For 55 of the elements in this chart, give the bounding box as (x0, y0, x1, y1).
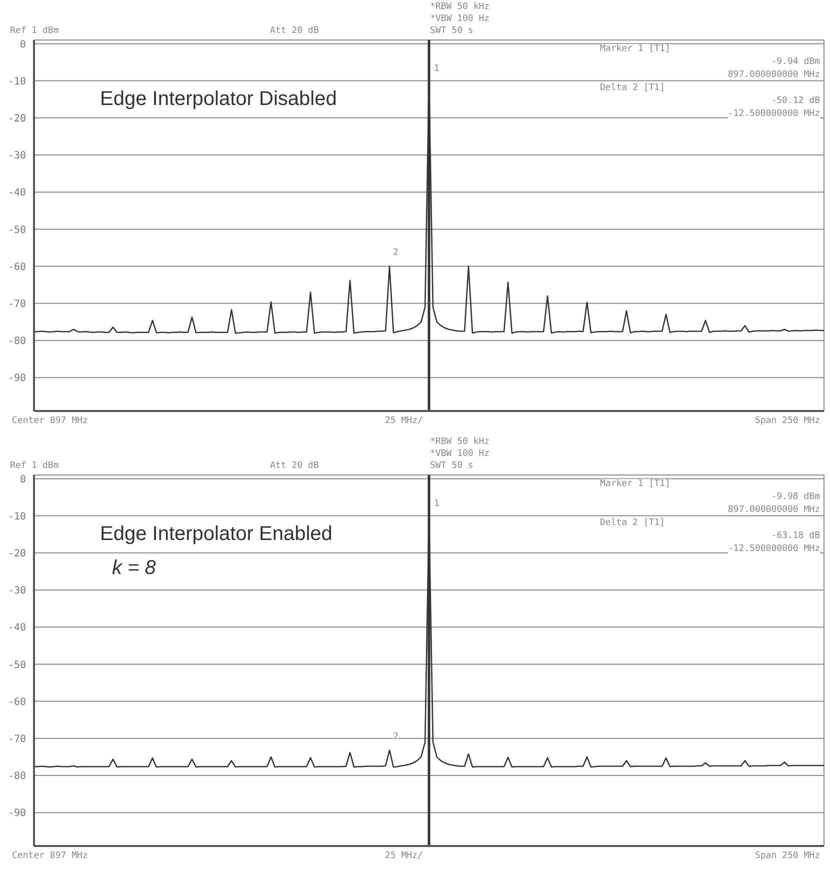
text: Center 897 MHz (12, 851, 88, 861)
y-tick-label: -70 (8, 734, 26, 745)
y-tick-label: 0 (20, 39, 26, 50)
text: Ref 1 dBm (10, 461, 59, 471)
annotation: -12.500000000 MHz (728, 544, 820, 554)
y-tick-label: -90 (8, 808, 26, 820)
annotation: 1 (434, 499, 440, 509)
y-tick-label: -10 (8, 511, 26, 522)
text: *RBW 50 kHz (430, 437, 490, 447)
annotation: Delta 2 [T1] (600, 518, 666, 528)
annotation: -9.98 dBm (771, 492, 820, 502)
y-tick-label: -40 (8, 622, 26, 634)
annotation: -50.12 dB (771, 96, 820, 106)
text: *VBW 100 Hz (430, 14, 490, 24)
y-tick-label: -70 (8, 298, 26, 310)
text: Att 20 dB (270, 26, 319, 36)
annotation: Marker 1 [T1] (600, 479, 670, 489)
text: 25 MHz/ (385, 851, 423, 861)
annotation: Marker 1 [T1] (600, 44, 670, 54)
annotation: -12.500000000 MHz (728, 109, 820, 119)
y-tick-label: -60 (8, 262, 26, 273)
text: Edge Interpolator Disabled (100, 88, 337, 111)
y-tick-label: -20 (8, 113, 26, 124)
y-tick-label: 0 (20, 474, 26, 486)
text: SWT 50 s (430, 461, 474, 471)
y-tick-label: -30 (8, 586, 26, 597)
annotation: 897.000000000 MHz (728, 70, 820, 80)
y-tick-label: -10 (8, 76, 26, 88)
y-tick-label: -30 (8, 150, 26, 162)
annotation: 2 (393, 732, 398, 742)
text: Ref 1 dBm (10, 26, 59, 36)
y-tick-label: -40 (8, 188, 26, 199)
annotation: 897.000000000 MHz (728, 505, 820, 515)
y-tick-label: -80 (8, 771, 26, 782)
text: *VBW 100 Hz (430, 449, 490, 459)
annotation: Delta 2 [T1] (600, 83, 666, 93)
text: k = 8 (112, 557, 156, 580)
annotation: -9.94 dBm (771, 57, 820, 67)
text: Att 20 dB (270, 461, 319, 471)
annotation: -63.18 dB (771, 531, 820, 541)
y-tick-label: -90 (8, 373, 26, 384)
text: *RBW 50 kHz (430, 2, 490, 12)
text: Edge Interpolator Enabled (100, 523, 332, 546)
text: Span 250 MHz (754, 416, 820, 426)
annotation: 1 (434, 64, 440, 74)
text: Span 250 MHz (754, 851, 820, 861)
y-tick-label: -60 (8, 696, 26, 708)
y-tick-label: -50 (8, 224, 26, 236)
y-tick-label: -50 (8, 660, 26, 671)
text: 25 MHz/ (385, 416, 423, 426)
annotation: 2 (393, 248, 398, 258)
y-tick-label: -20 (8, 548, 26, 560)
text: Center 897 MHz (12, 416, 88, 426)
y-tick-label: -80 (8, 336, 26, 348)
text: SWT 50 s (430, 26, 474, 36)
